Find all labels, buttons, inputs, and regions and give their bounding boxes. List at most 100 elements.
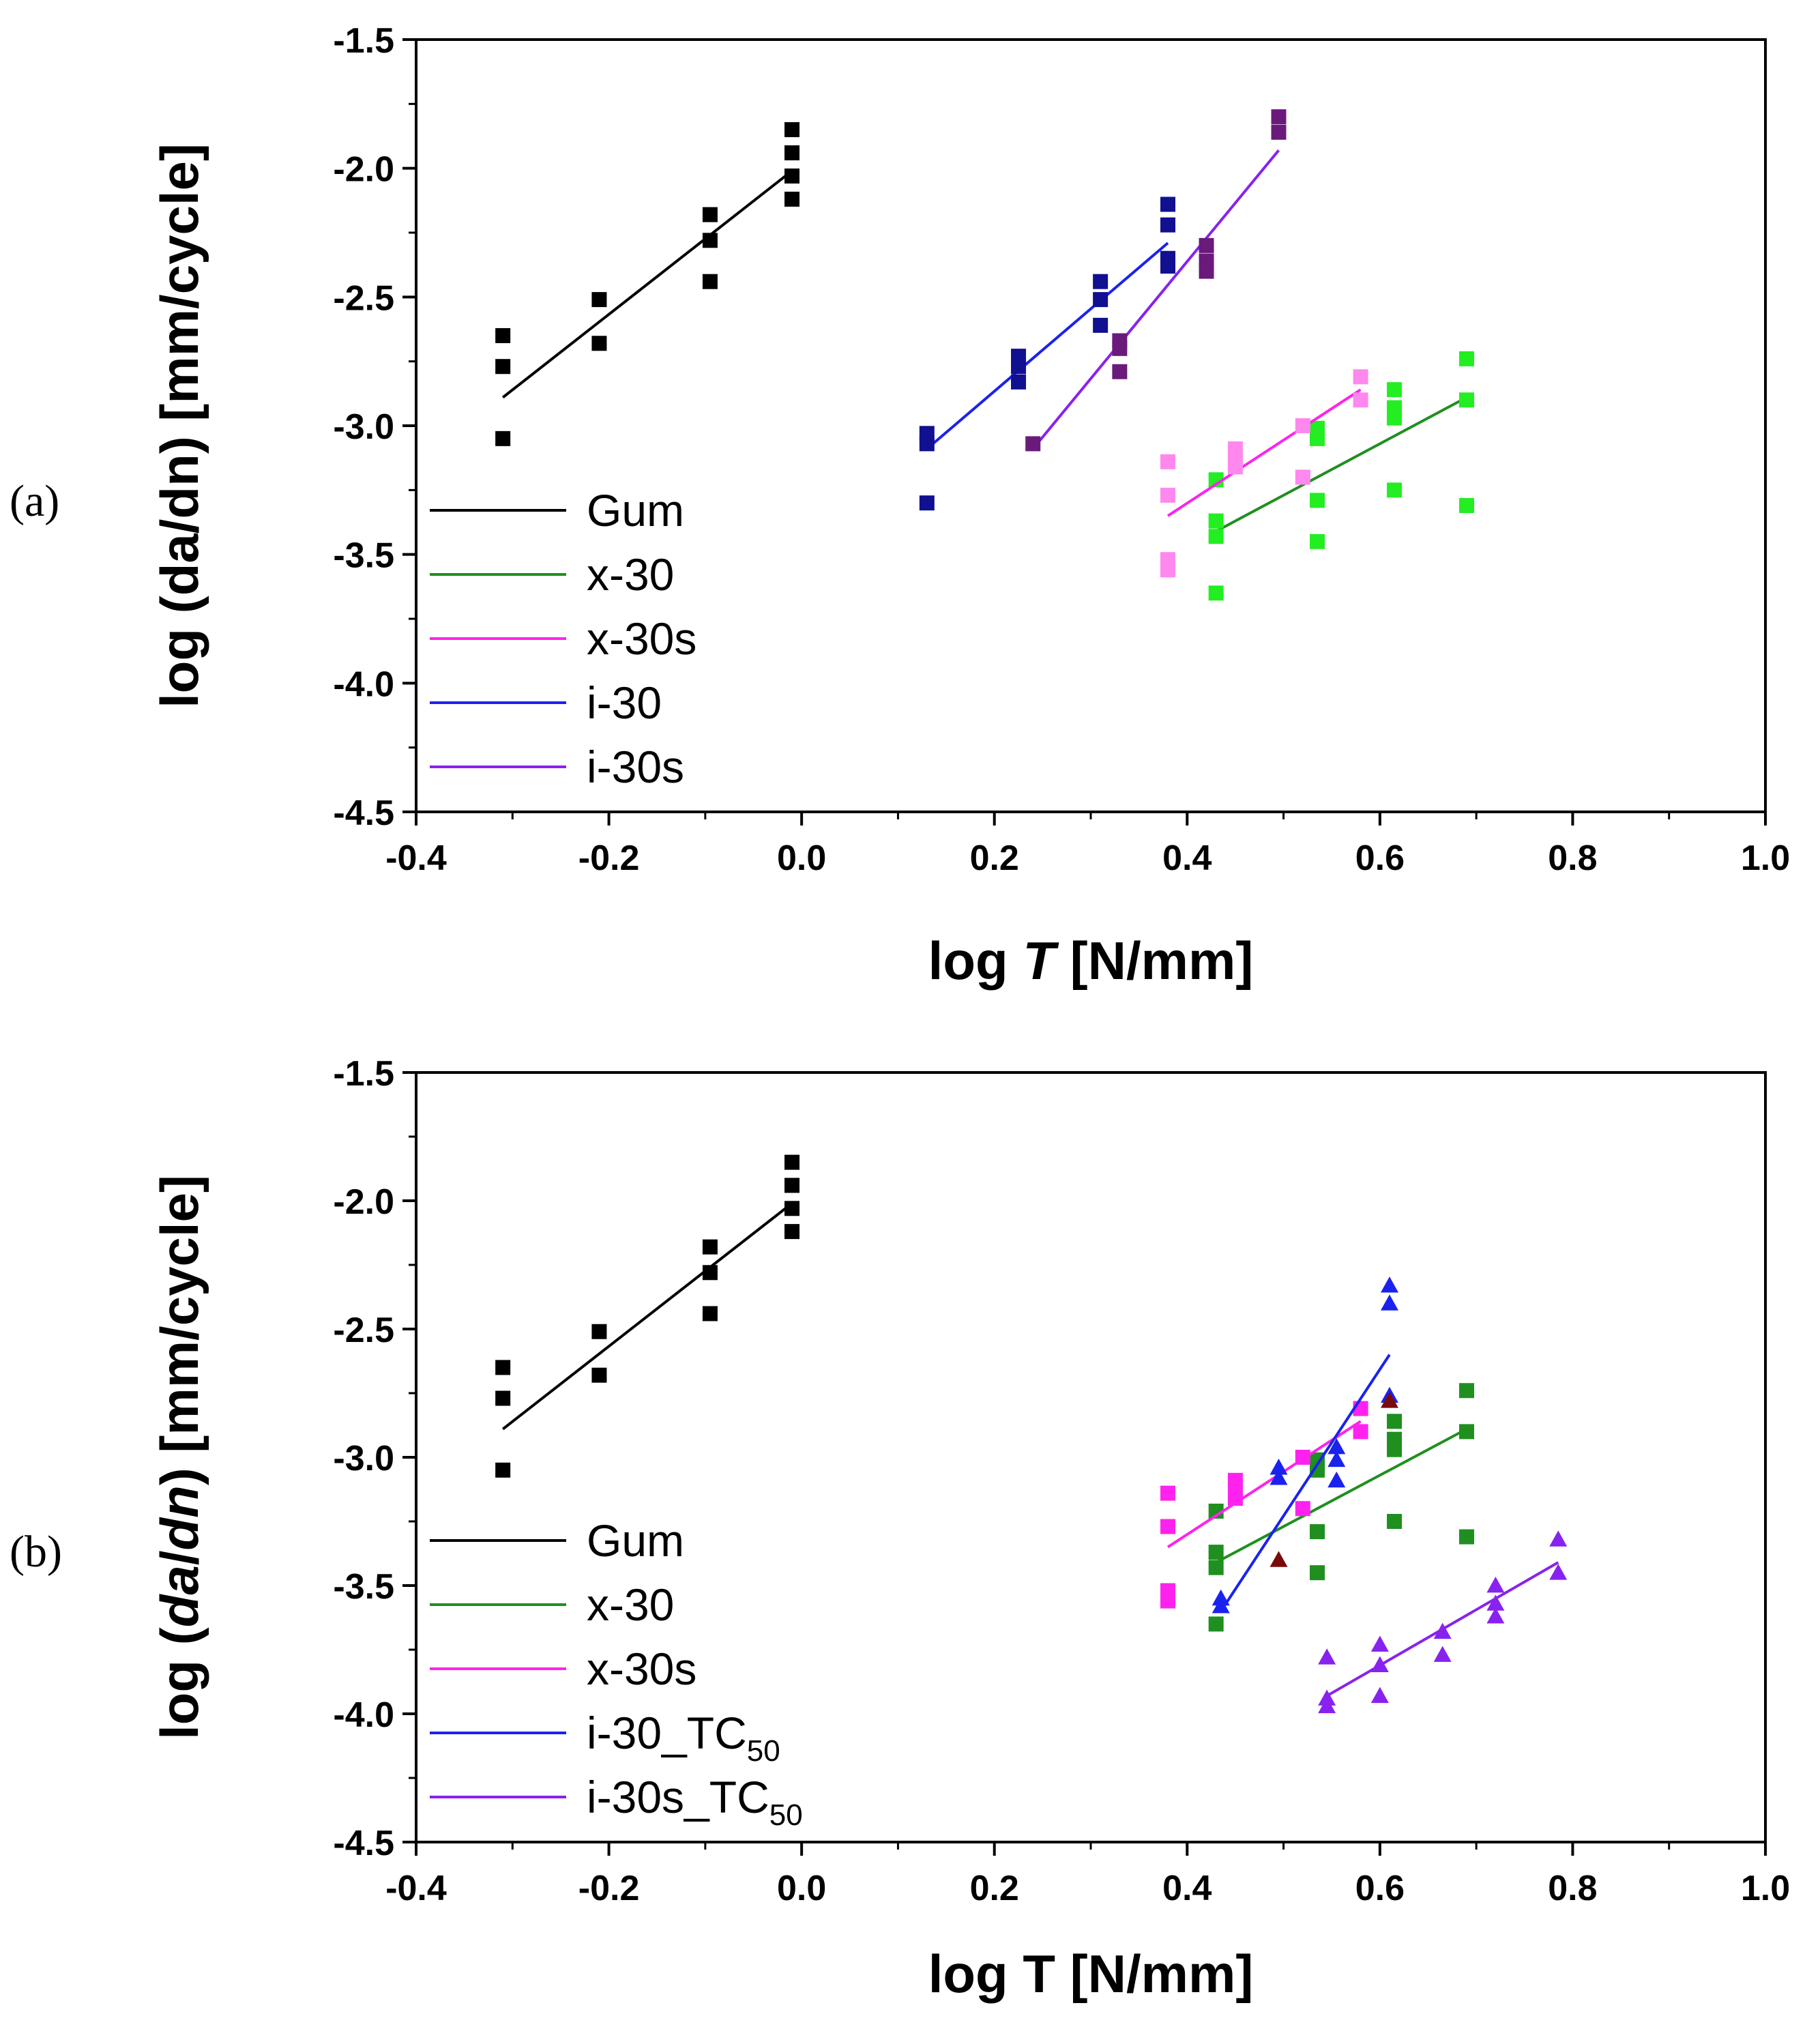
legend-label-text: i-30_TC <box>587 1708 747 1758</box>
data-point <box>1271 109 1287 125</box>
y-tick-label: -4.0 <box>333 665 394 704</box>
data-point <box>1370 1635 1389 1652</box>
x-axis-title-part: log <box>928 931 1023 991</box>
x-tick-label: 0.6 <box>1355 1869 1405 1908</box>
data-point <box>1227 459 1243 475</box>
data-point <box>1310 430 1325 446</box>
data-point <box>1160 1519 1176 1534</box>
y-tick-label: -4.5 <box>333 793 394 833</box>
y-tick-label: -2.0 <box>333 150 394 190</box>
data-point <box>1380 1276 1398 1293</box>
data-point <box>1212 1597 1230 1614</box>
data-point <box>1160 217 1176 233</box>
data-point <box>784 191 800 207</box>
data-point <box>1112 340 1128 356</box>
fit-line <box>501 1202 793 1431</box>
data-point <box>495 1390 511 1406</box>
data-point <box>1387 1514 1403 1529</box>
data-point <box>1459 1383 1475 1399</box>
fit-line <box>1215 1427 1467 1564</box>
data-point <box>495 430 511 446</box>
data-point <box>1387 382 1403 398</box>
data-point <box>1160 454 1176 469</box>
legend-label-text: x-30s <box>587 613 696 664</box>
data-point <box>1160 259 1176 274</box>
data-point <box>702 1306 718 1322</box>
legend-label: Gum <box>587 485 684 536</box>
data-point <box>591 1324 607 1339</box>
panel-a-chart: -0.4 -0.2 0.0 0.2 0.4 0.6 0.8 1.0 -4.5 -4.0 -3.5 -3… <box>10 21 1790 991</box>
data-point <box>1160 1593 1176 1609</box>
data-point <box>1093 317 1109 333</box>
data-point <box>1208 1560 1224 1575</box>
data-point <box>1011 359 1027 375</box>
data-point <box>1459 497 1475 513</box>
legend-label-subscript: 50 <box>769 1798 803 1832</box>
data-point <box>1295 418 1310 433</box>
y-axis-title: log (da/dn) [mm/cycle] <box>149 143 209 708</box>
data-point <box>1093 274 1109 289</box>
legend-label-text: x-30 <box>587 549 674 600</box>
x-tick-label: 0.8 <box>1548 838 1597 878</box>
x-tick-label: -0.2 <box>578 1869 640 1908</box>
y-tick-label: -2.5 <box>333 278 394 318</box>
data-point <box>1310 493 1325 508</box>
data-point <box>1318 1648 1336 1665</box>
data-point <box>1459 392 1475 408</box>
data-point <box>495 1462 511 1478</box>
x-tick-label: -0.4 <box>385 1869 447 1908</box>
data-point <box>702 1239 718 1255</box>
panel-b-chart: -0.4 -0.2 0.0 0.2 0.4 0.6 0.8 1.0 -4.5 -4.0 -3.5 -3… <box>10 1054 1790 2004</box>
data-point <box>1093 292 1109 308</box>
data-point <box>1295 469 1310 485</box>
data-point <box>1353 369 1368 385</box>
y-tick-label: -2.0 <box>333 1182 394 1222</box>
legend-label: i-30_TC50 <box>587 1708 780 1768</box>
y-axis-title: log (da/dn) [mm/cycle] <box>149 1175 209 1740</box>
data-point <box>495 1360 511 1375</box>
x-tick-label: -0.2 <box>578 838 640 878</box>
x-axis-title-part: T <box>1023 931 1059 991</box>
data-point <box>1549 1564 1568 1580</box>
x-tick-label: 0.2 <box>970 838 1019 878</box>
x-axis-title-part: log T [N/mm] <box>928 1944 1254 2004</box>
data-point <box>1310 1462 1325 1478</box>
x-axis-title: log T [N/mm] <box>928 1944 1254 2004</box>
panel-label: (a) <box>10 476 59 526</box>
data-point <box>1011 374 1027 390</box>
y-tick-label: -3.5 <box>333 1567 394 1607</box>
x-tick-label: 1.0 <box>1741 1869 1790 1908</box>
data-point <box>1327 1450 1346 1468</box>
data-point <box>1208 1545 1224 1560</box>
x-axis-title-part: [N/mm] <box>1055 931 1253 991</box>
legend-label: x-30 <box>587 1579 674 1630</box>
legend-label-text: Gum <box>587 1515 684 1566</box>
y-axis-title-part: dn <box>149 454 209 519</box>
legend-label: Gum <box>587 1515 684 1566</box>
fit-line <box>1166 388 1362 517</box>
y-tick-label: -3.0 <box>333 1439 394 1478</box>
legend-label: i-30s <box>587 742 684 792</box>
data-point <box>784 145 800 161</box>
y-tick-label: -1.5 <box>333 21 394 61</box>
data-point <box>1387 482 1403 498</box>
data-point <box>1160 487 1176 503</box>
data-point <box>1318 1697 1336 1714</box>
fit-line <box>1166 1420 1362 1549</box>
data-point <box>1208 529 1224 544</box>
data-point <box>702 207 718 222</box>
data-point <box>1486 1607 1505 1624</box>
x-tick-label: 0.4 <box>1162 838 1212 878</box>
data-point <box>1310 1524 1325 1540</box>
data-point <box>702 1265 718 1281</box>
y-tick-label: -4.0 <box>333 1695 394 1735</box>
data-point <box>1269 1469 1288 1485</box>
y-axis-title-part: ) [mm/cycle] <box>149 1175 209 1485</box>
data-point <box>1025 436 1041 452</box>
data-point <box>1271 124 1287 140</box>
y-tick-label: -4.5 <box>333 1824 394 1863</box>
x-tick-label: 1.0 <box>1741 838 1790 878</box>
data-point <box>1380 1392 1398 1408</box>
fit-line <box>1215 396 1467 533</box>
